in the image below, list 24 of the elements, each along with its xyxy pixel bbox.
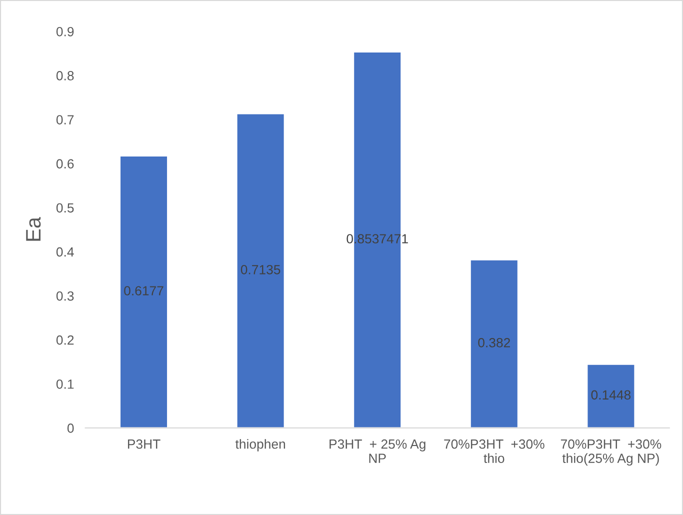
y-tick-label: 0.7 bbox=[56, 115, 74, 124]
x-tick-label: 70%P3HT +30% thio bbox=[444, 439, 544, 463]
y-tick-label: 0.5 bbox=[56, 203, 74, 213]
data-label: 0.6177 bbox=[124, 286, 164, 296]
bar bbox=[236, 112, 286, 428]
bar bbox=[119, 155, 168, 428]
y-tick-label: 0 bbox=[67, 424, 74, 433]
y-tick-label: 0.1 bbox=[56, 379, 74, 389]
bar bbox=[470, 258, 519, 428]
y-tick-label: 0.8 bbox=[56, 71, 74, 80]
y-tick-label: 0.3 bbox=[56, 291, 74, 301]
y-tick-label: 0.9 bbox=[56, 26, 74, 36]
x-tick-label: 70%P3HT +30% thio(25% Ag NP) bbox=[560, 439, 662, 466]
data-label: 0.1448 bbox=[591, 390, 631, 400]
y-tick-label: 0.6 bbox=[56, 159, 74, 169]
y-axis-title: Ea bbox=[26, 216, 41, 241]
x-tick-label: thiophen bbox=[235, 439, 286, 452]
y-tick-label: 0.2 bbox=[56, 335, 74, 345]
x-tick-label: P3HT + 25% Ag NP bbox=[330, 439, 426, 463]
x-tick-label: P3HT bbox=[128, 439, 160, 449]
bar bbox=[586, 363, 636, 428]
data-label: 0.7135 bbox=[240, 264, 280, 274]
data-label: 0.382 bbox=[478, 338, 510, 348]
y-tick-label: 0.4 bbox=[56, 247, 74, 257]
